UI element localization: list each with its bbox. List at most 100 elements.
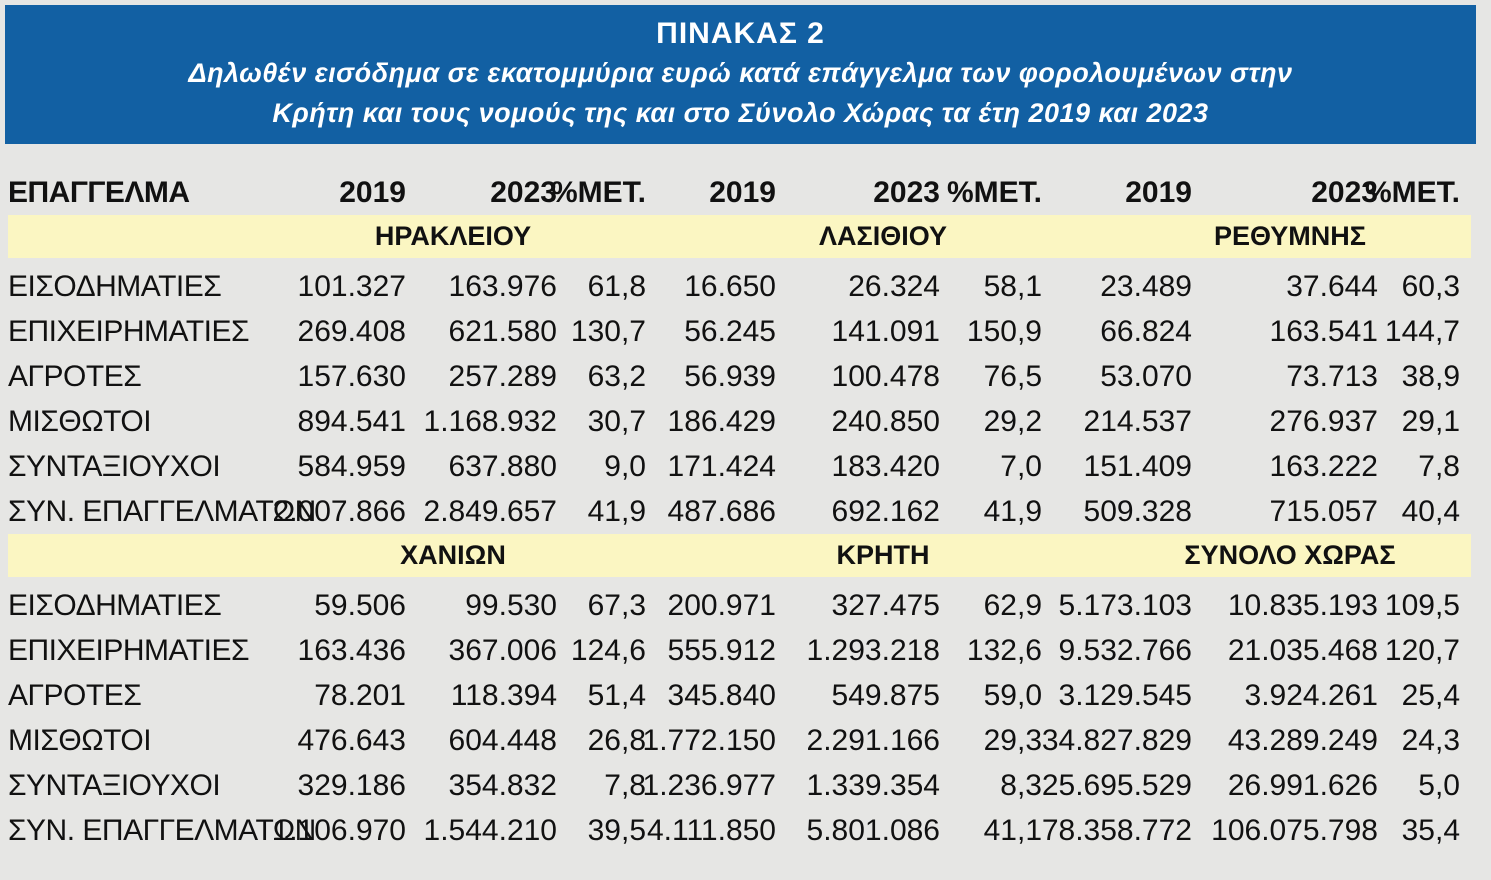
value-2019-cell: 171.424 xyxy=(667,450,776,483)
value-2019-cell: 25.695.529 xyxy=(1041,769,1192,802)
change-cell: 7,8 xyxy=(1418,450,1460,483)
value-2019-cell: 34.827.829 xyxy=(1041,724,1192,757)
change-cell: 29,2 xyxy=(983,405,1042,438)
value-2023-cell: 43.289.249 xyxy=(1227,724,1378,757)
value-2019-cell: 56.245 xyxy=(684,315,776,348)
change-cell: 124,6 xyxy=(570,634,646,667)
value-2019-cell: 214.537 xyxy=(1083,405,1192,438)
change-cell: 24,3 xyxy=(1401,724,1460,757)
change-cell: 29,3 xyxy=(983,724,1042,757)
value-2019-cell: 1.236.977 xyxy=(642,769,776,802)
change-cell: 35,4 xyxy=(1401,814,1460,847)
column-header-year: 2023 xyxy=(1311,176,1378,209)
change-cell: 5,0 xyxy=(1418,769,1460,802)
change-cell: 132,6 xyxy=(966,634,1042,667)
change-cell: 59,0 xyxy=(983,679,1042,712)
change-cell: 150,9 xyxy=(966,315,1042,348)
column-header-year: 2023 xyxy=(490,176,557,209)
value-2023-cell: 100.478 xyxy=(831,360,940,393)
occupation-cell: ΜΙΣΘΩΤΟΙ xyxy=(8,405,152,438)
value-2019-cell: 329.186 xyxy=(297,769,406,802)
table-row: ΣΥΝ. ΕΠΑΓΓΕΛΜΑΤΩΝ 2.007.866 2.849.657 41,9 4… xyxy=(0,489,1491,534)
value-2023-cell: 163.541 xyxy=(1269,315,1378,348)
value-2023-cell: 1.544.210 xyxy=(423,814,557,847)
value-2019-cell: 1.772.150 xyxy=(642,724,776,757)
value-2023-cell: 715.057 xyxy=(1269,495,1378,528)
change-cell: 144,7 xyxy=(1384,315,1460,348)
value-2023-cell: 183.420 xyxy=(831,450,940,483)
column-header-change: %ΜΕΤ. xyxy=(550,176,646,209)
value-2023-cell: 163.222 xyxy=(1269,450,1378,483)
value-2019-cell: 78.358.772 xyxy=(1041,814,1192,847)
value-2019-cell: 584.959 xyxy=(297,450,406,483)
value-2019-cell: 101.327 xyxy=(297,270,406,303)
table-row: ΑΓΡΟΤΕΣ 157.630 257.289 63,2 56.939 100.478 76… xyxy=(0,354,1491,399)
change-cell: 67,3 xyxy=(587,589,646,622)
value-2019-cell: 3.129.545 xyxy=(1058,679,1192,712)
column-header-year: 2019 xyxy=(339,176,406,209)
value-2019-cell: 555.912 xyxy=(667,634,776,667)
value-2019-cell: 157.630 xyxy=(297,360,406,393)
section-2-rows: ΕΙΣΟΔΗΜΑΤΙΕΣ 59.506 99.530 67,3 200.971 327.4… xyxy=(0,583,1491,853)
value-2019-cell: 2.007.866 xyxy=(272,495,406,528)
change-cell: 7,8 xyxy=(604,769,646,802)
change-cell: 51,4 xyxy=(587,679,646,712)
change-cell: 130,7 xyxy=(570,315,646,348)
value-2023-cell: 367.006 xyxy=(448,634,557,667)
value-2023-cell: 163.976 xyxy=(448,270,557,303)
value-2023-cell: 692.162 xyxy=(831,495,940,528)
change-cell: 30,7 xyxy=(587,405,646,438)
value-2019-cell: 53.070 xyxy=(1100,360,1192,393)
income-table: ΕΠΑΓΓΕΛΜΑ 2019 2023 %ΜΕΤ. 2019 2023 %ΜΕΤ… xyxy=(0,170,1491,853)
table-row: ΕΙΣΟΔΗΜΑΤΙΕΣ 101.327 163.976 61,8 16.650 26.3… xyxy=(0,264,1491,309)
value-2019-cell: 894.541 xyxy=(297,405,406,438)
value-2023-cell: 549.875 xyxy=(831,679,940,712)
value-2023-cell: 2.291.166 xyxy=(806,724,940,757)
occupation-cell: ΣΥΝΤΑΞΙΟΥΧΟΙ xyxy=(8,769,221,802)
region-band-1: ΗΡΑΚΛΕΙΟΥ ΛΑΣΙΘΙΟΥ ΡΕΘΥΜΝΗΣ xyxy=(8,215,1471,258)
value-2023-cell: 327.475 xyxy=(831,589,940,622)
table-title: ΠΙΝΑΚΑΣ 2 xyxy=(656,17,825,50)
table-row: ΣΥΝΤΑΞΙΟΥΧΟΙ 584.959 637.880 9,0 171.424 183.… xyxy=(0,444,1491,489)
change-cell: 25,4 xyxy=(1401,679,1460,712)
table-row: ΜΙΣΘΩΤΟΙ 476.643 604.448 26,8 1.772.150 2.291… xyxy=(0,718,1491,763)
value-2023-cell: 2.849.657 xyxy=(423,495,557,528)
value-2019-cell: 345.840 xyxy=(667,679,776,712)
occupation-cell: ΣΥΝ. ΕΠΑΓΓΕΛΜΑΤΩΝ xyxy=(8,814,316,847)
change-cell: 41,1 xyxy=(983,814,1042,847)
column-header-year: 2019 xyxy=(709,176,776,209)
value-2019-cell: 56.939 xyxy=(684,360,776,393)
table-row: ΣΥΝ. ΕΠΑΓΓΕΛΜΑΤΩΝ 1.106.970 1.544.210 39,5 4… xyxy=(0,808,1491,853)
region-label-lasithi: ΛΑΣΙΘΙΟΥ xyxy=(819,221,947,251)
change-cell: 109,5 xyxy=(1384,589,1460,622)
change-cell: 40,4 xyxy=(1401,495,1460,528)
value-2019-cell: 9.532.766 xyxy=(1058,634,1192,667)
column-header-year: 2019 xyxy=(1125,176,1192,209)
value-2023-cell: 1.293.218 xyxy=(806,634,940,667)
value-2023-cell: 604.448 xyxy=(448,724,557,757)
region-label-country-total: ΣΥΝΟΛΟ ΧΩΡΑΣ xyxy=(1184,540,1396,570)
value-2019-cell: 23.489 xyxy=(1100,270,1192,303)
occupation-cell: ΣΥΝΤΑΞΙΟΥΧΟΙ xyxy=(8,450,221,483)
value-2019-cell: 16.650 xyxy=(684,270,776,303)
occupation-cell: ΣΥΝ. ΕΠΑΓΓΕΛΜΑΤΩΝ xyxy=(8,495,316,528)
occupation-cell: ΕΠΙΧΕΙΡΗΜΑΤΙΕΣ xyxy=(8,634,250,667)
table-row: ΕΠΙΧΕΙΡΗΜΑΤΙΕΣ 269.408 621.580 130,7 56.245 1… xyxy=(0,309,1491,354)
table-row: ΑΓΡΟΤΕΣ 78.201 118.394 51,4 345.840 549.875 59… xyxy=(0,673,1491,718)
change-cell: 7,0 xyxy=(1000,450,1042,483)
value-2023-cell: 141.091 xyxy=(831,315,940,348)
change-cell: 61,8 xyxy=(587,270,646,303)
change-cell: 58,1 xyxy=(983,270,1042,303)
value-2019-cell: 163.436 xyxy=(297,634,406,667)
column-header-change: %ΜΕΤ. xyxy=(1364,176,1460,209)
value-2023-cell: 1.168.932 xyxy=(423,405,557,438)
change-cell: 39,5 xyxy=(587,814,646,847)
change-cell: 38,9 xyxy=(1401,360,1460,393)
value-2023-cell: 240.850 xyxy=(831,405,940,438)
table-row: ΕΙΣΟΔΗΜΑΤΙΕΣ 59.506 99.530 67,3 200.971 327.4… xyxy=(0,583,1491,628)
value-2023-cell: 3.924.261 xyxy=(1244,679,1378,712)
region-band-2: ΧΑΝΙΩΝ ΚΡΗΤΗ ΣΥΝΟΛΟ ΧΩΡΑΣ xyxy=(8,534,1471,577)
change-cell: 29,1 xyxy=(1401,405,1460,438)
value-2019-cell: 4.111.850 xyxy=(646,814,776,847)
region-label-heraklion: ΗΡΑΚΛΕΙΟΥ xyxy=(374,221,532,251)
